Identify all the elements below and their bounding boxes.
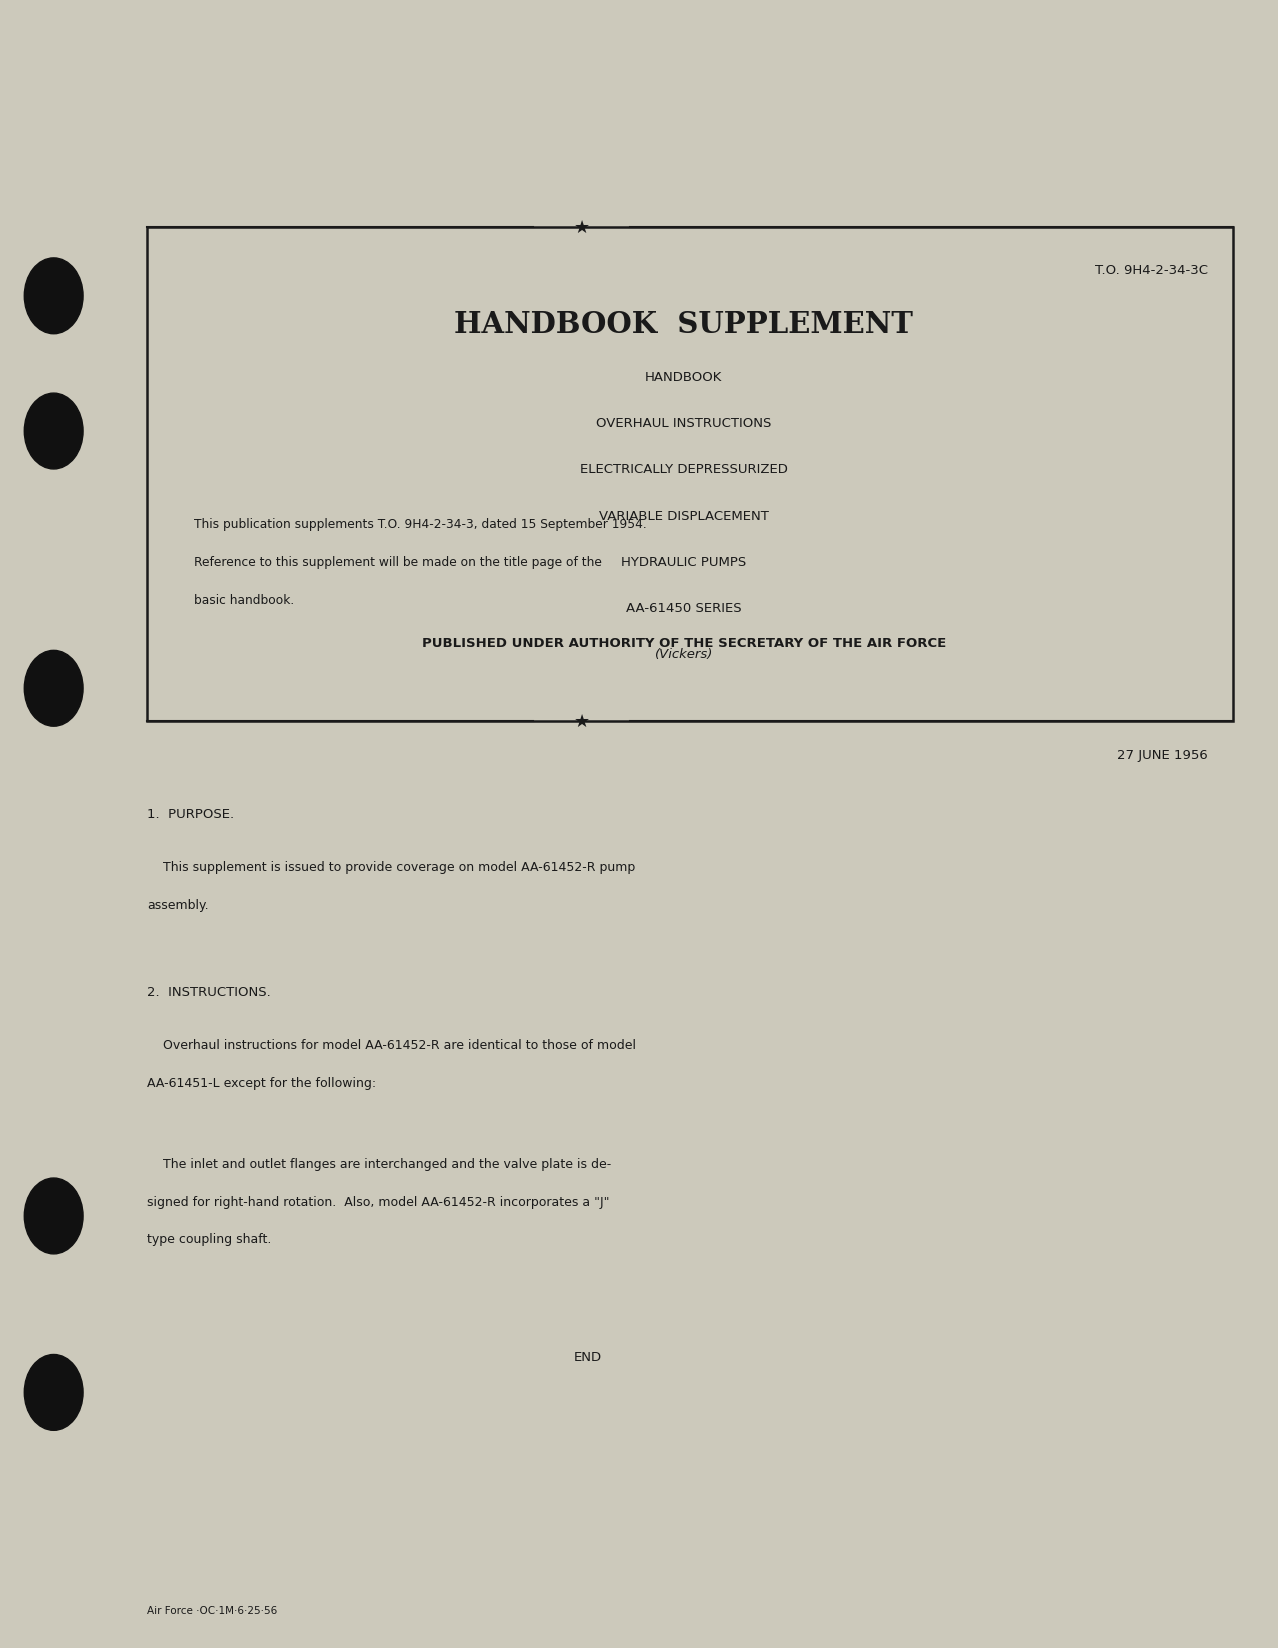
Text: 1.  PURPOSE.: 1. PURPOSE.	[147, 808, 234, 821]
Text: ★: ★	[574, 714, 589, 730]
Text: assembly.: assembly.	[147, 898, 208, 911]
Text: ELECTRICALLY DEPRESSURIZED: ELECTRICALLY DEPRESSURIZED	[580, 463, 787, 476]
Text: AA-61450 SERIES: AA-61450 SERIES	[626, 602, 741, 615]
Text: type coupling shaft.: type coupling shaft.	[147, 1233, 271, 1246]
Bar	[147, 227, 1233, 722]
Text: AA-61451-L except for the following:: AA-61451-L except for the following:	[147, 1076, 376, 1089]
Text: PUBLISHED UNDER AUTHORITY OF THE SECRETARY OF THE AIR FORCE: PUBLISHED UNDER AUTHORITY OF THE SECRETA…	[422, 636, 946, 649]
Text: Air Force ·OC·1M·6·25·56: Air Force ·OC·1M·6·25·56	[147, 1605, 277, 1615]
Text: signed for right-hand rotation.  Also, model AA-61452-R incorporates a "J": signed for right-hand rotation. Also, mo…	[147, 1195, 610, 1208]
Circle shape	[24, 1178, 83, 1254]
Circle shape	[24, 1355, 83, 1430]
Text: 2.  INSTRUCTIONS.: 2. INSTRUCTIONS.	[147, 986, 271, 999]
Text: This supplement is issued to provide coverage on model AA-61452-R pump: This supplement is issued to provide cov…	[147, 860, 635, 873]
Text: (Vickers): (Vickers)	[654, 648, 713, 661]
Text: HANDBOOK  SUPPLEMENT: HANDBOOK SUPPLEMENT	[454, 310, 914, 339]
Text: T.O. 9H4-2-34-3C: T.O. 9H4-2-34-3C	[1095, 264, 1208, 277]
Circle shape	[24, 394, 83, 470]
Text: basic handbook.: basic handbook.	[194, 593, 294, 606]
Text: The inlet and outlet flanges are interchanged and the valve plate is de-: The inlet and outlet flanges are interch…	[147, 1157, 611, 1170]
Text: OVERHAUL INSTRUCTIONS: OVERHAUL INSTRUCTIONS	[596, 417, 772, 430]
Circle shape	[24, 259, 83, 335]
Text: HANDBOOK: HANDBOOK	[645, 371, 722, 384]
Text: 27 JUNE 1956: 27 JUNE 1956	[1117, 748, 1208, 761]
Circle shape	[24, 651, 83, 727]
Text: Overhaul instructions for model AA-61452-R are identical to those of model: Overhaul instructions for model AA-61452…	[147, 1038, 636, 1051]
Text: ★: ★	[574, 219, 589, 236]
Text: VARIABLE DISPLACEMENT: VARIABLE DISPLACEMENT	[599, 509, 768, 522]
Text: Reference to this supplement will be made on the title page of the: Reference to this supplement will be mad…	[194, 555, 602, 569]
Text: END: END	[574, 1350, 602, 1363]
Text: This publication supplements T.O. 9H4-2-34-3, dated 15 September 1954.: This publication supplements T.O. 9H4-2-…	[194, 517, 647, 531]
Text: HYDRAULIC PUMPS: HYDRAULIC PUMPS	[621, 555, 746, 569]
